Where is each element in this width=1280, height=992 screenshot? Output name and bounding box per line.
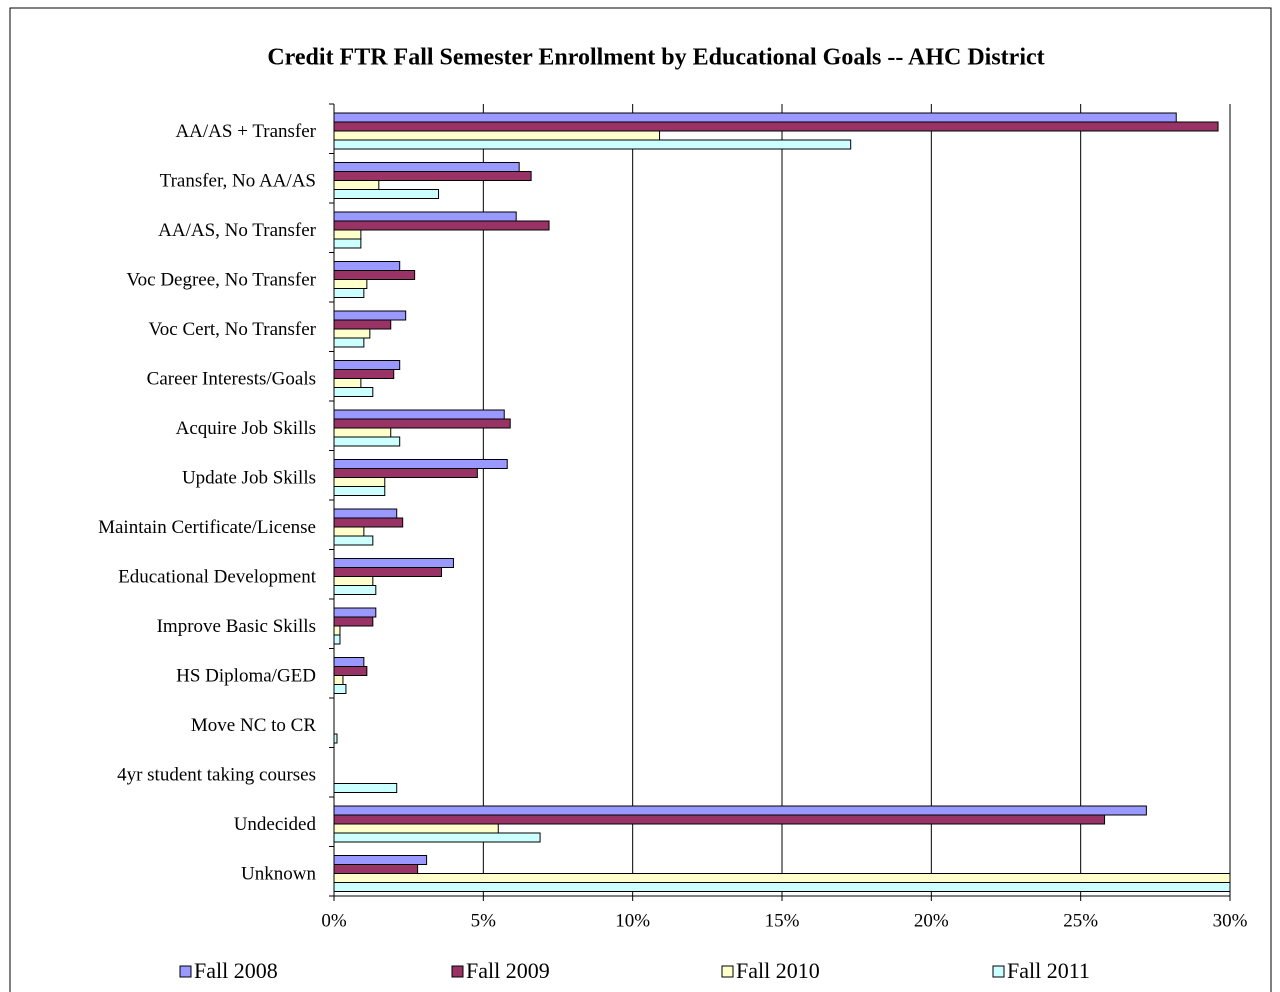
- legend-swatch: [721, 965, 734, 978]
- bar: [333, 823, 499, 834]
- bar: [333, 477, 386, 487]
- bar: [333, 409, 505, 420]
- bar: [333, 418, 511, 429]
- legend-label: Fall 2008: [194, 958, 278, 983]
- bar: [333, 567, 443, 577]
- bar: [333, 310, 407, 321]
- bar: [333, 459, 508, 469]
- y-tick-label: Move NC to CR: [191, 715, 316, 736]
- bar: [333, 139, 852, 150]
- x-tick-label: 30%: [1213, 910, 1248, 931]
- y-tick-label: Unknown: [241, 864, 316, 885]
- bar: [333, 279, 368, 289]
- bar: [333, 508, 398, 519]
- bar: [333, 526, 365, 537]
- x-tick-label: 10%: [615, 910, 650, 931]
- bar: [333, 387, 374, 397]
- bar: [333, 171, 532, 181]
- bar: [333, 558, 454, 568]
- y-tick-label: Maintain Certificate/License: [98, 517, 316, 538]
- bar: [333, 130, 661, 141]
- x-tick-label: 25%: [1063, 910, 1098, 931]
- bar: [333, 625, 341, 636]
- y-tick-label: Transfer, No AA/AS: [160, 171, 316, 192]
- x-tick-label: 20%: [914, 910, 949, 931]
- legend-swatch: [451, 965, 464, 978]
- bar: [333, 378, 362, 388]
- bar: [333, 220, 550, 231]
- y-tick-label: Acquire Job Skills: [176, 418, 316, 439]
- y-tick-label: Improve Basic Skills: [157, 616, 316, 637]
- bar: [333, 121, 1219, 132]
- bar: [333, 229, 362, 240]
- bar: [333, 369, 395, 379]
- bar: [333, 873, 1231, 883]
- bar: [333, 211, 517, 222]
- bar: [333, 576, 374, 586]
- legend-swatch: [992, 965, 1005, 978]
- y-tick-label: Educational Development: [118, 567, 317, 588]
- chart-title: Credit FTR Fall Semester Enrollment by E…: [267, 45, 1044, 71]
- bar: [333, 814, 1106, 825]
- bar: [333, 864, 419, 874]
- bar: [333, 328, 371, 339]
- y-tick-label: HS Diploma/GED: [176, 666, 316, 687]
- bar: [333, 634, 341, 645]
- y-tick-label: Update Job Skills: [182, 468, 316, 489]
- bar: [333, 585, 377, 595]
- bar: [333, 180, 380, 190]
- chart-frame: [9, 7, 1272, 992]
- bar: [333, 607, 377, 618]
- bar: [333, 270, 416, 280]
- x-tick-label: 0%: [321, 910, 347, 931]
- bar: [333, 112, 1177, 123]
- bar: [333, 360, 401, 370]
- bar: [333, 666, 368, 676]
- bar: [333, 805, 1147, 816]
- bar: [333, 436, 401, 447]
- bar: [333, 517, 404, 528]
- bar: [333, 675, 344, 685]
- y-tick-label: Undecided: [234, 814, 317, 835]
- bar: [333, 238, 362, 249]
- bar: [333, 855, 428, 865]
- x-tick-label: 15%: [765, 910, 800, 931]
- y-tick-label: Voc Degree, No Transfer: [126, 270, 316, 291]
- bar: [333, 882, 1231, 892]
- y-tick-label: Career Interests/Goals: [147, 369, 316, 390]
- bar: [333, 486, 386, 496]
- bar: [333, 657, 365, 667]
- y-tick-label: 4yr student taking courses: [117, 765, 316, 786]
- bar: [333, 616, 374, 627]
- bar: [333, 535, 374, 546]
- bar: [333, 261, 401, 271]
- legend-label: Fall 2009: [466, 958, 550, 983]
- bar: [333, 427, 392, 438]
- y-tick-label: AA/AS + Transfer: [175, 121, 316, 142]
- legend-label: Fall 2011: [1007, 958, 1090, 983]
- bar: [333, 162, 520, 172]
- x-tick-label: 5%: [471, 910, 497, 931]
- bar: [333, 189, 440, 199]
- bar: [333, 684, 347, 694]
- y-tick-label: Voc Cert, No Transfer: [149, 319, 317, 340]
- legend-swatch: [179, 965, 192, 978]
- bar: [333, 319, 392, 330]
- y-tick-label: AA/AS, No Transfer: [158, 220, 316, 241]
- bar: [333, 832, 541, 843]
- bar: [333, 468, 478, 478]
- legend-label: Fall 2010: [736, 958, 820, 983]
- bar: [333, 288, 365, 298]
- bar: [333, 337, 365, 348]
- bar: [333, 783, 398, 793]
